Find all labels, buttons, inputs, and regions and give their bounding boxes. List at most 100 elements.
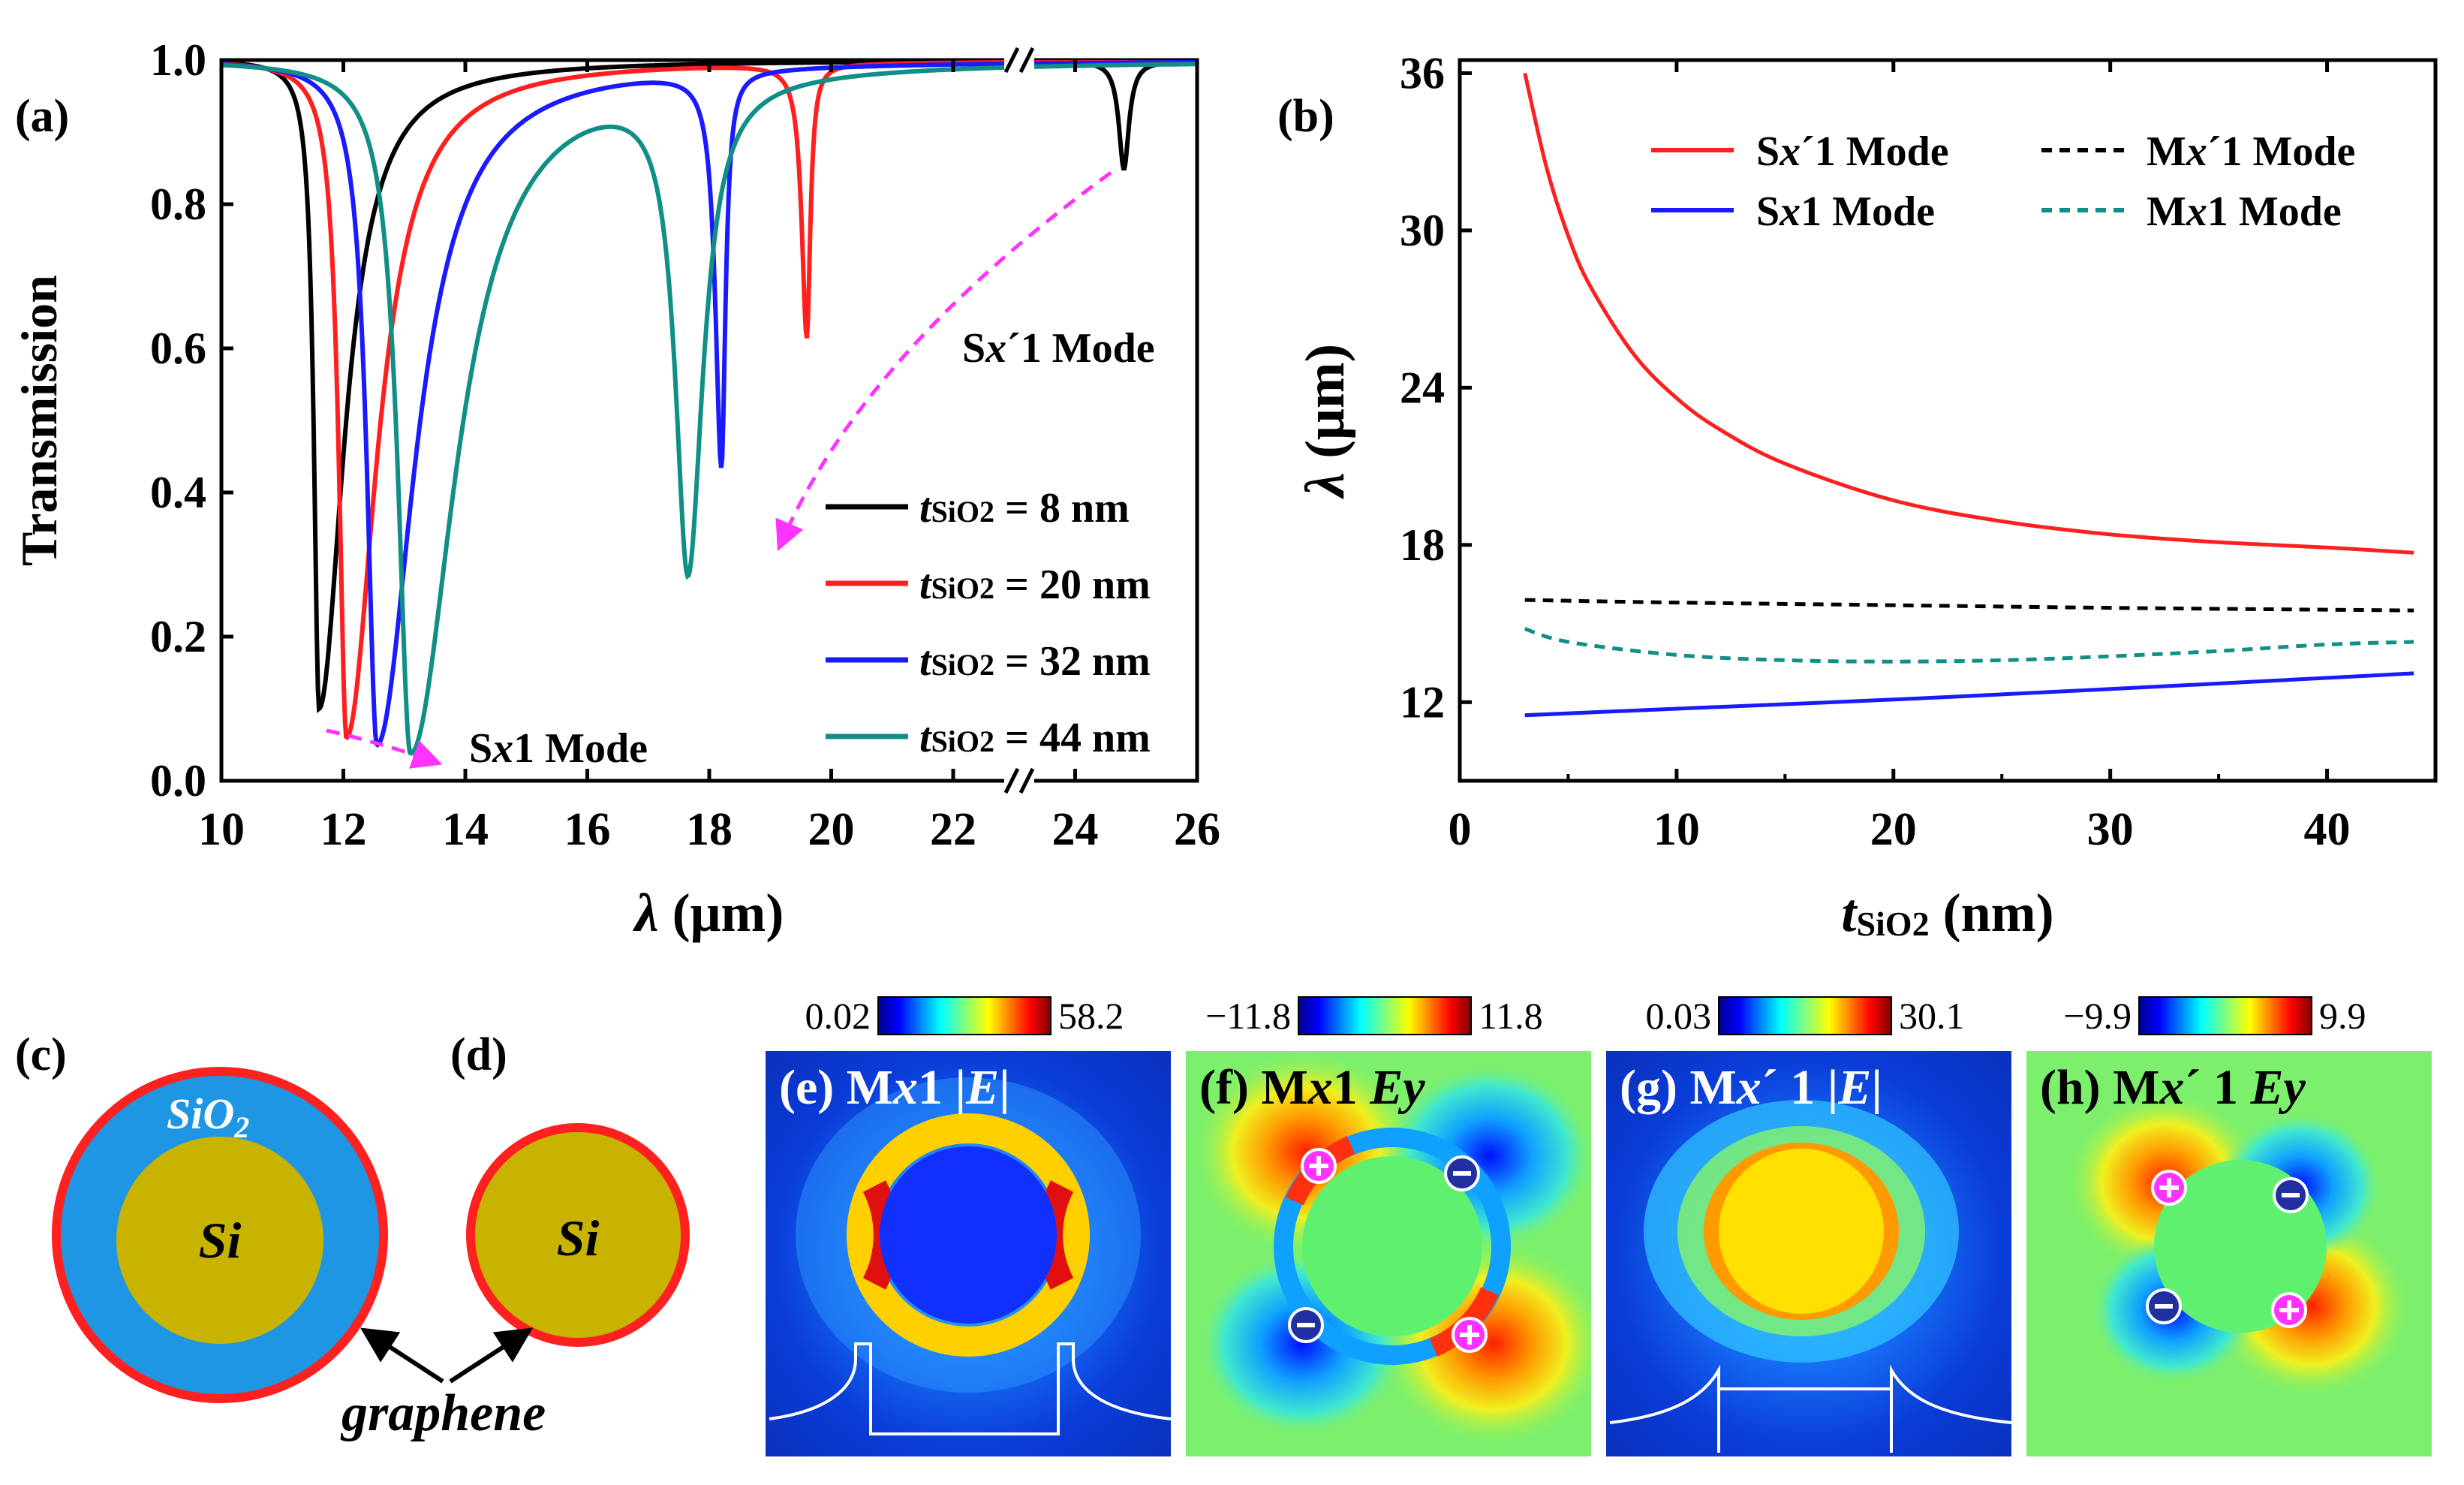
x-tick-label: 18 <box>686 804 733 855</box>
x-tick-label: 12 <box>320 804 367 855</box>
field-map-g-core <box>1719 1149 1884 1314</box>
panel-d: (d) Si graphene <box>340 1029 690 1442</box>
y-tick-label: 0.4 <box>150 468 206 517</box>
field-map-g <box>1606 1051 2011 1456</box>
legend-label: tSiO2 = 32 nm <box>919 638 1151 685</box>
charge-minus <box>1444 1155 1480 1191</box>
plot-b-series <box>1523 72 2414 718</box>
si-core-d <box>466 1123 690 1347</box>
graphene-arrow-c <box>360 1327 444 1384</box>
colorbar-min: 0.02 <box>805 995 871 1037</box>
plot-b-legend: Sx´1 Mode Sx1 Mode Mx´1 Mode Mx1 Mode <box>1651 128 2355 235</box>
colorbar <box>2138 996 2312 1035</box>
charge-plus <box>2271 1292 2307 1328</box>
sio2-label: SiO2 <box>167 1089 249 1144</box>
charge-minus <box>2273 1177 2309 1213</box>
colorbar-max: 58.2 <box>1058 995 1124 1037</box>
y-tick-label: 0.0 <box>150 756 206 806</box>
y-tick-label: 1.0 <box>150 35 206 85</box>
x-tick-label: 10 <box>1653 804 1700 855</box>
colorbar-min: −11.8 <box>1205 995 1291 1037</box>
legend-label: tSiO2 = 8 nm <box>919 485 1130 532</box>
panel-a: (a) 10 12 14 16 18 20 22 24 26 0.0 0.2 0.4 0.6 0.8 1.0… <box>11 35 1220 943</box>
field-map-g-profile <box>1609 1364 2011 1424</box>
si-label-d: Si <box>557 1209 600 1267</box>
y-tick-label: 0.6 <box>150 324 206 373</box>
field-map-title: (g) Mx´ 1 |E| <box>1620 1060 1882 1115</box>
y-tick-label: 0.8 <box>150 179 206 229</box>
field-map-e-core <box>880 1146 1057 1324</box>
charge-plus <box>1452 1317 1488 1353</box>
annotation-sx-1-mode: Sx1 Mode <box>469 725 648 772</box>
colorbar-max: 11.8 <box>1479 995 1543 1037</box>
x-tick-label: 0 <box>1449 804 1472 855</box>
si-label-c: Si <box>199 1212 242 1269</box>
colorbar-max: 30.1 <box>1899 995 1965 1037</box>
colorbar-min: 0.03 <box>1646 995 1712 1037</box>
x-tick-label: 26 <box>1174 804 1220 855</box>
si-core-c <box>116 1137 323 1344</box>
x-tick-label: 30 <box>2087 804 2134 855</box>
charge-minus <box>1288 1307 1324 1343</box>
field-map-title: (h) Mx´ 1 Ey <box>2040 1060 2306 1115</box>
graphene-label: graphene <box>340 1384 546 1442</box>
sx-prime-shift-arrow <box>775 170 1112 552</box>
legend-label: tSiO2 = 20 nm <box>919 562 1151 608</box>
field-map-labels: 0.02 58.2 (e) Mx1 |E| −11.8 11.8 (f) Mx1 Ey 0.… <box>779 995 2366 1115</box>
wavelength-series-4 <box>1524 627 2414 664</box>
x-tick-label: 16 <box>564 804 611 855</box>
x-tick-label: 40 <box>2304 804 2351 855</box>
plot-b-axes: 0 10 20 30 40 12 18 24 30 36 <box>1400 48 2351 855</box>
x-tick-label: 10 <box>198 804 245 855</box>
field-map-f <box>1186 1051 1591 1456</box>
y-tick-label: 12 <box>1400 677 1445 727</box>
colorbar <box>1298 996 1472 1035</box>
x-tick-label: 20 <box>808 804 855 855</box>
wavelength-series-1 <box>1523 72 2414 555</box>
plot-a-axes: 10 12 14 16 18 20 22 24 26 0.0 0.2 0.4 0.6 0.8 1.0 <box>150 35 1220 855</box>
sx1-shift-arrow <box>326 728 443 769</box>
colorbar <box>877 996 1051 1035</box>
plot-a-ylabel: Transmission <box>11 275 68 566</box>
legend-label: Mx´1 Mode <box>2147 128 2355 175</box>
panel-d-label: (d) <box>450 1029 507 1080</box>
wavelength-series-2 <box>1524 671 2414 718</box>
field-map-title: (f) Mx1 Ey <box>1199 1060 1425 1115</box>
field-map-e-profile <box>769 1342 1171 1435</box>
legend-label: Sx´1 Mode <box>1756 128 1949 175</box>
field-map-e <box>766 1051 1171 1456</box>
x-tick-label: 22 <box>930 804 976 855</box>
panel-b-label: (b) <box>1277 91 1334 142</box>
y-tick-label: 30 <box>1400 206 1445 255</box>
plot-b-frame <box>1458 58 2438 783</box>
legend-label: tSiO2 = 44 nm <box>919 715 1151 761</box>
y-tick-label: 36 <box>1400 48 1445 98</box>
charge-minus <box>2146 1288 2182 1324</box>
wavelength-series-3 <box>1524 598 2414 613</box>
axis-break-marks <box>1003 47 1035 794</box>
x-tick-label: 14 <box>442 804 489 855</box>
field-map-title: (e) Mx1 |E| <box>779 1060 1010 1115</box>
y-tick-label: 18 <box>1400 520 1445 570</box>
plot-a-legend: tSiO2 = 8 nm tSiO2 = 20 nm tSiO2 = 32 nm tS… <box>826 485 1151 761</box>
panel-b: (b) 0 10 20 30 40 12 18 24 30 36 λ (μm) tSiO2 (nm… <box>1277 48 2438 943</box>
y-tick-label: 24 <box>1400 363 1445 412</box>
plot-b-xlabel: tSiO2 (nm) <box>1841 883 2053 943</box>
charge-plus <box>2151 1170 2187 1206</box>
plot-a-xlabel: λ (μm) <box>633 883 784 943</box>
plot-b-ylabel: λ (μm) <box>1295 344 1356 499</box>
graphene-arrow-d <box>449 1327 534 1384</box>
legend-label: Mx1 Mode <box>2147 188 2342 235</box>
annotation-sx-prime-1-mode: Sx´1 Mode <box>962 325 1155 372</box>
x-tick-label: 24 <box>1052 804 1099 855</box>
transmission-series-4 <box>221 62 1197 756</box>
legend-label: Sx1 Mode <box>1756 188 1935 235</box>
charge-plus <box>1301 1148 1337 1184</box>
colorbar-min: −9.9 <box>2063 995 2132 1037</box>
transmission-series-3 <box>221 60 1197 748</box>
panel-c: (c) SiO2 Si <box>15 1029 388 1403</box>
field-map-f-core <box>1302 1156 1482 1336</box>
x-tick-label: 20 <box>1870 804 1917 855</box>
colorbar <box>1718 996 1892 1035</box>
